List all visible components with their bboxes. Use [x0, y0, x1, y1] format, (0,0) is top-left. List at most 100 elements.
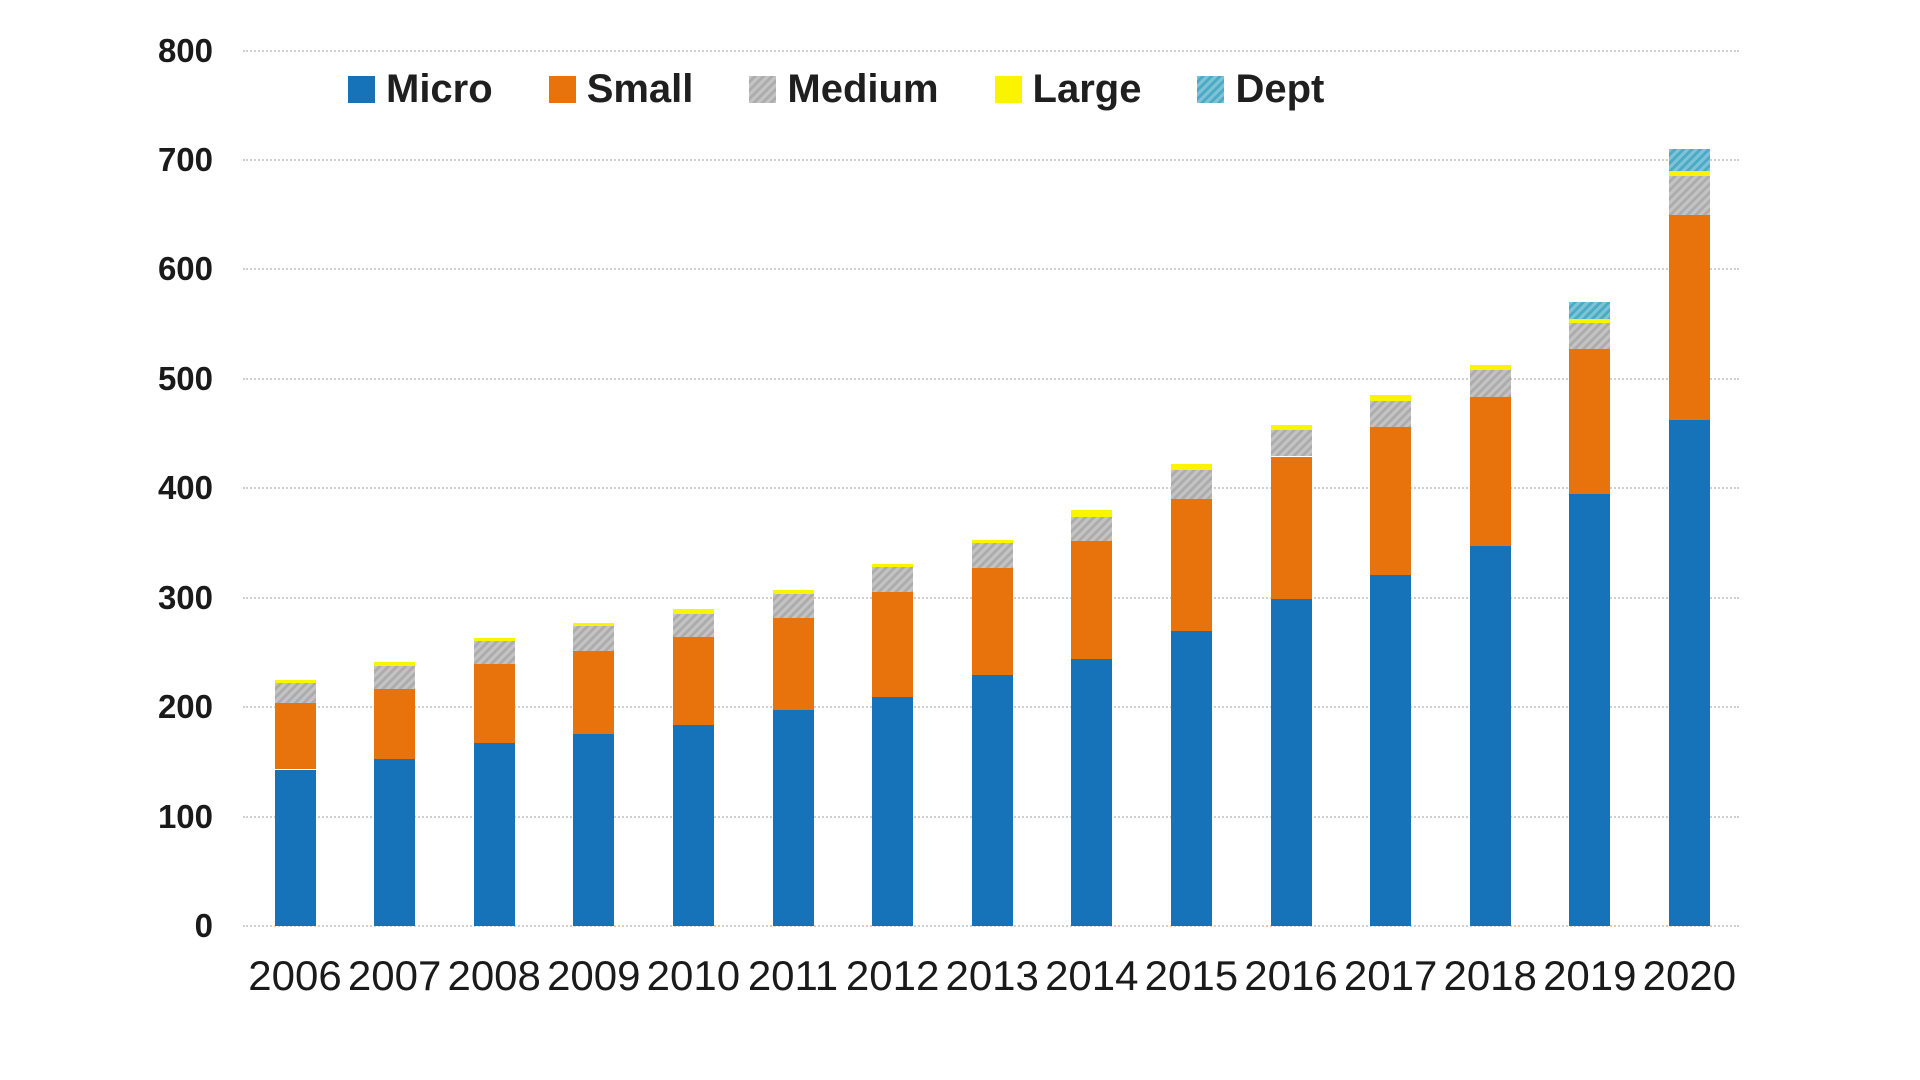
- bar-segment-small-2019: [1569, 349, 1611, 494]
- bar-segment-small-2016: [1270, 456, 1312, 599]
- bar-segment-large-2016: [1270, 424, 1312, 431]
- bar-segment-medium-2016: [1270, 430, 1312, 457]
- legend-swatch-micro-icon: [348, 76, 375, 103]
- y-tick-label-800: 800: [157, 31, 213, 69]
- bar-segment-large-2008: [473, 638, 515, 642]
- bar-segment-micro-2015: [1170, 630, 1212, 926]
- bar-segment-medium-2014: [1071, 516, 1113, 541]
- legend-item-micro: Micro: [348, 67, 493, 111]
- legend-label-large: Large: [1032, 67, 1142, 111]
- bar-segment-small-2015: [1170, 499, 1212, 631]
- legend-label-small: Small: [586, 67, 694, 111]
- y-tick-label-600: 600: [157, 250, 213, 288]
- bar-segment-dept-2020: [1668, 148, 1710, 171]
- bar-segment-micro-2019: [1569, 493, 1611, 926]
- x-tick-label-2014: 2014: [1045, 952, 1139, 999]
- bar-segment-medium-2017: [1370, 400, 1412, 427]
- x-tick-label-2008: 2008: [447, 952, 541, 999]
- legend-item-dept: Dept: [1197, 67, 1325, 111]
- y-tick-label-500: 500: [157, 359, 213, 397]
- legend-item-small: Small: [548, 67, 694, 111]
- bar-segment-medium-2006: [274, 683, 316, 703]
- bar-segment-small-2007: [374, 688, 416, 759]
- x-tick-label-2006: 2006: [248, 952, 342, 999]
- x-tick-label-2019: 2019: [1543, 952, 1637, 999]
- bar-segment-micro-2011: [772, 710, 814, 926]
- bar-segment-medium-2015: [1170, 469, 1212, 500]
- legend-label-medium: Medium: [787, 67, 939, 111]
- bar-segment-large-2020: [1668, 170, 1710, 177]
- legend-item-large: Large: [994, 67, 1142, 111]
- bar-segment-large-2006: [274, 679, 316, 684]
- bar-segment-small-2020: [1668, 214, 1710, 421]
- bar-segment-large-2013: [971, 539, 1013, 543]
- bar-segment-micro-2018: [1469, 546, 1511, 926]
- bar-segment-small-2006: [274, 702, 316, 770]
- y-tick-label-400: 400: [157, 469, 213, 507]
- bar-segment-micro-2014: [1071, 658, 1113, 926]
- y-tick-label-700: 700: [157, 140, 213, 178]
- legend-label-micro: Micro: [386, 67, 493, 111]
- bar-segment-medium-2012: [872, 567, 914, 593]
- bar-segment-small-2013: [971, 568, 1013, 676]
- x-tick-label-2011: 2011: [747, 952, 839, 999]
- y-tick-label-300: 300: [157, 578, 213, 616]
- gridline-600: [243, 268, 1739, 271]
- x-tick-label-2007: 2007: [347, 952, 442, 999]
- y-tick-label-200: 200: [157, 688, 213, 726]
- x-tick-label-2016: 2016: [1244, 952, 1338, 999]
- bar-segment-micro-2017: [1370, 574, 1412, 926]
- bar-segment-small-2012: [872, 592, 914, 698]
- bar-segment-large-2017: [1370, 395, 1412, 401]
- bar-segment-medium-2009: [573, 626, 615, 652]
- bar-segment-micro-2009: [573, 734, 615, 926]
- gridline-0: [243, 925, 1739, 927]
- bar-segment-dept-2019: [1569, 302, 1611, 319]
- bar-segment-micro-2016: [1270, 598, 1312, 926]
- chart-legend: Micro Small Medium Large Dept: [348, 67, 1325, 111]
- bar-segment-medium-2013: [971, 542, 1013, 569]
- bar-segment-micro-2007: [374, 758, 416, 926]
- bar-segment-large-2018: [1469, 364, 1511, 371]
- bar-segment-micro-2008: [473, 743, 515, 926]
- legend-swatch-large-icon: [994, 76, 1022, 103]
- y-tick-label-100: 100: [157, 797, 213, 835]
- x-tick-label-2009: 2009: [547, 952, 641, 999]
- x-tick-label-2013: 2013: [945, 952, 1039, 999]
- bar-segment-medium-2020: [1668, 176, 1710, 215]
- y-tick-label-0: 0: [194, 907, 213, 944]
- bar-segment-small-2010: [672, 637, 714, 725]
- bar-segment-medium-2011: [772, 594, 814, 619]
- legend-item-medium: Medium: [749, 67, 939, 111]
- legend-swatch-medium-icon: [749, 76, 777, 103]
- gridline-800: [243, 49, 1739, 52]
- bar-segment-micro-2013: [971, 675, 1013, 926]
- gridline-400: [243, 487, 1739, 490]
- bar-segment-large-2007: [374, 662, 416, 666]
- bar-segment-micro-2012: [872, 697, 914, 926]
- bar-segment-medium-2018: [1469, 370, 1511, 398]
- x-tick-label-2017: 2017: [1343, 952, 1438, 999]
- bar-segment-small-2018: [1469, 397, 1511, 547]
- legend-label-dept: Dept: [1235, 67, 1325, 111]
- legend-swatch-dept-icon: [1197, 76, 1225, 103]
- bar-segment-small-2008: [473, 664, 515, 744]
- x-tick-label-2012: 2012: [845, 952, 940, 999]
- bar-segment-medium-2008: [473, 641, 515, 665]
- bar-segment-large-2009: [573, 622, 615, 627]
- gridline-500: [243, 377, 1739, 380]
- bar-segment-large-2019: [1569, 318, 1611, 323]
- x-tick-label-2010: 2010: [646, 952, 741, 999]
- bar-segment-small-2009: [573, 651, 615, 735]
- bar-segment-medium-2007: [374, 665, 416, 689]
- bar-segment-small-2011: [772, 618, 814, 711]
- bar-segment-small-2017: [1370, 426, 1412, 575]
- x-tick-label-2015: 2015: [1144, 952, 1239, 999]
- bar-segment-medium-2010: [672, 614, 714, 638]
- bar-segment-medium-2019: [1569, 322, 1611, 350]
- bar-segment-large-2014: [1071, 510, 1113, 517]
- gridline-700: [243, 158, 1739, 161]
- bar-segment-large-2012: [872, 563, 914, 568]
- bar-segment-large-2010: [672, 608, 714, 615]
